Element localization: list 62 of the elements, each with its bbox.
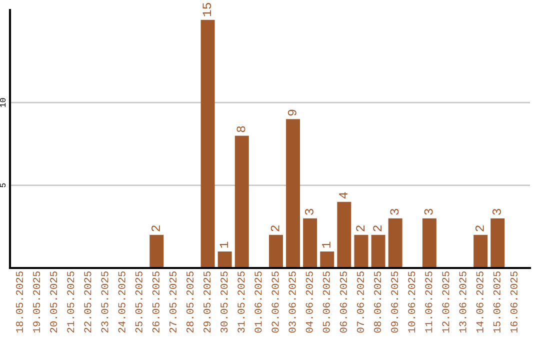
data-label: 4 bbox=[339, 192, 348, 198]
x-tick-label: 06.06.2025 bbox=[340, 271, 347, 333]
bar bbox=[234, 136, 249, 268]
data-label: 2 bbox=[373, 226, 382, 232]
x-tick-label: 23.05.2025 bbox=[101, 271, 108, 333]
x-tick-label: 10.06.2025 bbox=[408, 271, 416, 333]
x-tick-label: 22.05.2025 bbox=[84, 271, 92, 333]
data-label: 9 bbox=[288, 110, 296, 116]
data-label: 1 bbox=[220, 242, 228, 248]
data-label: 3 bbox=[390, 208, 399, 215]
data-label: 8 bbox=[236, 126, 246, 132]
data-label: 3 bbox=[424, 208, 433, 215]
x-tick-label: 18.05.2025 bbox=[16, 271, 24, 333]
x-tick-label: 30.05.2025 bbox=[220, 271, 228, 333]
bar bbox=[490, 218, 505, 268]
bar bbox=[474, 234, 488, 268]
bar bbox=[150, 234, 164, 268]
bar bbox=[286, 119, 300, 268]
x-tick-label: 04.06.2025 bbox=[306, 271, 313, 333]
x-tick-label: 15.06.2025 bbox=[493, 271, 500, 333]
data-label: 1 bbox=[322, 242, 330, 248]
data-label: 15 bbox=[202, 2, 212, 16]
x-tick-label: 14.06.2025 bbox=[476, 271, 484, 333]
x-tick-label: 28.05.2025 bbox=[186, 271, 194, 333]
data-label: 3 bbox=[492, 208, 501, 215]
x-tick-label: 07.06.2025 bbox=[356, 271, 364, 333]
x-tick-label: 05.06.2025 bbox=[322, 271, 330, 333]
x-tick-label: 02.06.2025 bbox=[272, 271, 279, 333]
x-tick-label: 09.06.2025 bbox=[391, 271, 398, 333]
bar bbox=[371, 234, 386, 268]
x-tick-label: 20.05.2025 bbox=[50, 271, 58, 333]
data-label: 2 bbox=[475, 226, 484, 232]
bar bbox=[388, 218, 402, 268]
x-tick-label: 26.05.2025 bbox=[152, 271, 160, 333]
data-label: 2 bbox=[270, 226, 280, 232]
x-tick-label: 01.06.2025 bbox=[254, 271, 262, 333]
x-tick-label: 21.05.2025 bbox=[67, 271, 74, 333]
bar bbox=[200, 20, 215, 268]
bar bbox=[320, 251, 334, 268]
bar bbox=[218, 251, 232, 268]
y-tick-label: 10 bbox=[0, 98, 6, 108]
x-tick-label: 19.05.2025 bbox=[33, 271, 40, 333]
x-tick-label: 29.05.2025 bbox=[203, 271, 211, 333]
bar bbox=[354, 234, 368, 268]
x-tick-label: 03.06.2025 bbox=[288, 271, 296, 333]
x-tick-label: 24.05.2025 bbox=[118, 271, 126, 333]
data-label: 3 bbox=[304, 208, 314, 215]
x-tick-label: 11.06.2025 bbox=[425, 271, 432, 333]
data-label: 2 bbox=[356, 226, 364, 232]
x-tick-label: 08.06.2025 bbox=[374, 271, 382, 333]
bar bbox=[303, 218, 318, 268]
y-tick-label: 5 bbox=[0, 183, 6, 188]
x-tick-label: 31.05.2025 bbox=[238, 271, 245, 333]
bar bbox=[337, 202, 352, 268]
x-tick-label: 25.05.2025 bbox=[135, 271, 142, 333]
bar bbox=[268, 234, 283, 268]
x-tick-label: 16.06.2025 bbox=[510, 271, 518, 333]
x-tick-label: 27.05.2025 bbox=[169, 271, 176, 333]
bar bbox=[422, 218, 436, 268]
x-tick-label: 12.06.2025 bbox=[442, 271, 450, 333]
data-label: 2 bbox=[151, 226, 160, 232]
x-tick-label: 13.06.2025 bbox=[459, 271, 466, 333]
